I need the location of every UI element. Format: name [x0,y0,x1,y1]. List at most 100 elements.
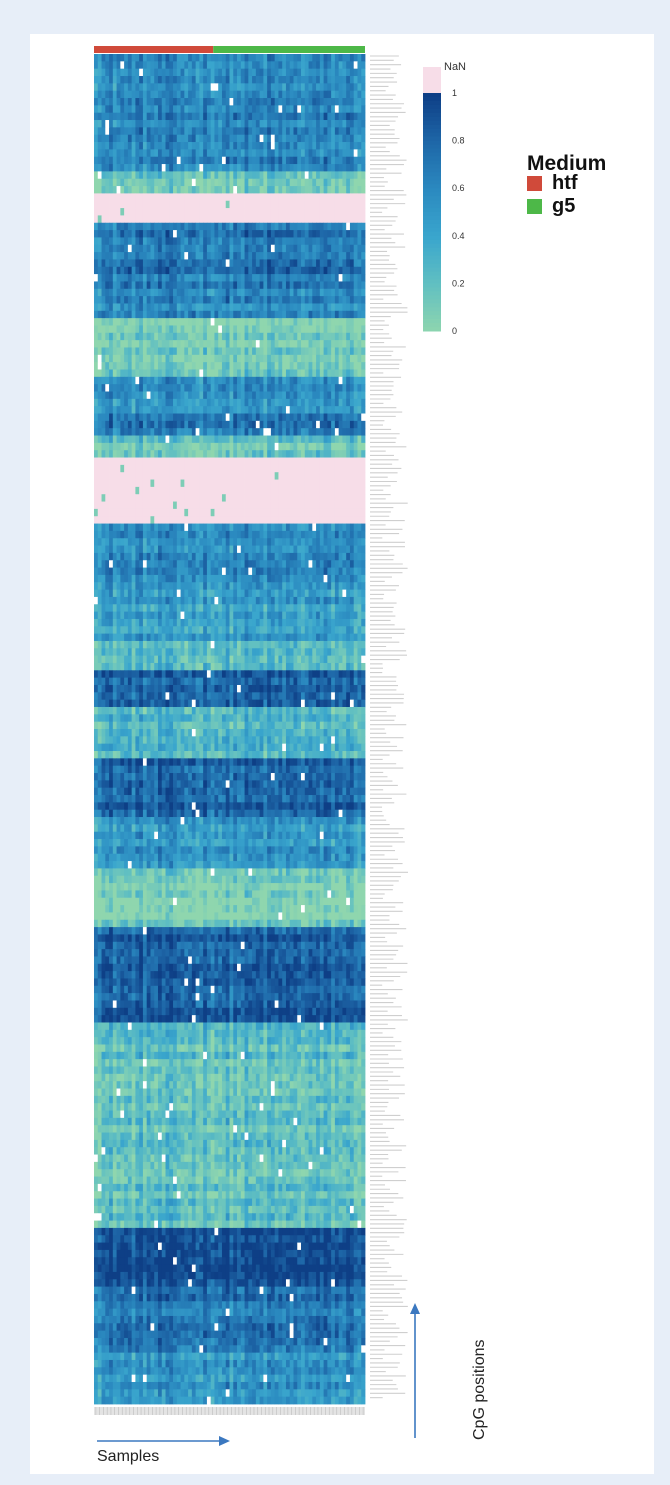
heatmap-cell [334,545,340,554]
heatmap-cell [349,354,355,363]
heatmap-cell [169,54,174,62]
heatmap-cell [203,479,208,488]
heatmap-cell [353,54,358,62]
heatmap-cell [105,266,110,275]
heatmap-cell [285,237,291,246]
heatmap-cell [116,508,121,517]
heatmap-cell [233,398,238,407]
heatmap-cell [101,156,106,165]
heatmap-cell [142,391,148,400]
heatmap-cell [173,68,178,77]
heatmap-cell [142,347,148,356]
heatmap-cell [342,193,347,202]
heatmap-cell [304,215,309,224]
heatmap-cell [338,76,343,84]
heatmap-cell [225,464,230,473]
heatmap-cell [101,508,106,517]
heatmap-cell [218,354,223,363]
heatmap-cell [285,171,291,180]
heatmap-cell [357,186,362,194]
heatmap-cell [304,244,309,253]
heatmap-cell [289,237,294,246]
heatmap-cell [109,494,114,502]
heatmap-cell [173,266,178,275]
heatmap-cell [361,325,366,334]
heatmap-cell [221,450,227,458]
heatmap-cell [274,406,279,414]
heatmap-cell [135,266,140,275]
heatmap-cell [139,105,144,114]
heatmap-cell [301,398,306,407]
heatmap-cell [293,120,298,128]
heatmap-cell [301,406,306,414]
heatmap-cell [334,464,340,473]
heatmap-cell [97,127,102,136]
heatmap-cell [97,134,102,143]
heatmap-cell [259,494,264,502]
heatmap-cell [131,420,136,429]
heatmap-row [94,296,366,304]
heatmap-cell [244,112,249,121]
heatmap-cell [312,450,317,458]
heatmap-cell [112,266,117,275]
heatmap-cell [195,464,200,473]
heatmap-cell [191,149,197,158]
heatmap-cell [203,127,208,136]
heatmap-cell [214,186,219,194]
heatmap-cell [289,457,294,466]
heatmap-cell [244,288,249,297]
heatmap-cell [357,457,362,466]
heatmap-cell [255,142,261,150]
heatmap-cell [312,156,317,165]
heatmap-cell [180,376,185,385]
heatmap-cell [278,281,283,290]
heatmap-cell [349,369,355,378]
heatmap-cell [334,303,340,312]
heatmap-cell [278,76,283,84]
heatmap-cell [361,486,366,495]
heatmap-cell [331,354,336,363]
heatmap-cell [109,347,114,356]
heatmap-cell [274,501,279,510]
heatmap-cell [248,442,253,451]
heatmap-cell [259,90,264,99]
heatmap-cell [101,186,106,194]
heatmap-cell [150,164,155,172]
heatmap-cell [240,362,245,370]
heatmap-cell [312,252,317,260]
heatmap-cell [191,171,197,180]
heatmap-cell [203,222,208,231]
heatmap-cell [165,538,170,546]
heatmap-cell [233,501,238,510]
heatmap-cell [221,76,227,84]
heatmap-cell [259,376,264,385]
heatmap-cell [176,281,181,290]
heatmap-cell [327,252,332,260]
heatmap-cell [109,552,114,561]
heatmap-cell [150,332,155,341]
heatmap-cell [203,76,208,84]
heatmap-cell [327,457,332,466]
heatmap-cell [301,244,306,253]
heatmap-cell [165,252,170,260]
heatmap-cell [346,222,351,231]
heatmap-cell [334,164,340,172]
heatmap-cell [255,398,261,407]
heatmap-cell [331,347,336,356]
heatmap-cell [221,127,227,136]
heatmap-cell [312,112,317,121]
heatmap-cell [176,54,181,62]
heatmap-cell [139,288,144,297]
heatmap-cell [94,318,99,326]
heatmap-cell [176,428,181,436]
heatmap-cell [184,310,189,319]
heatmap-cell [105,76,110,84]
heatmap-cell [116,552,121,561]
heatmap-cell [135,127,140,136]
heatmap-cell [203,486,208,495]
heatmap-cell [225,435,230,444]
heatmap-cell [97,208,102,216]
heatmap-cell [97,347,102,356]
heatmap-cell [161,83,166,92]
heatmap-cell [293,516,298,524]
